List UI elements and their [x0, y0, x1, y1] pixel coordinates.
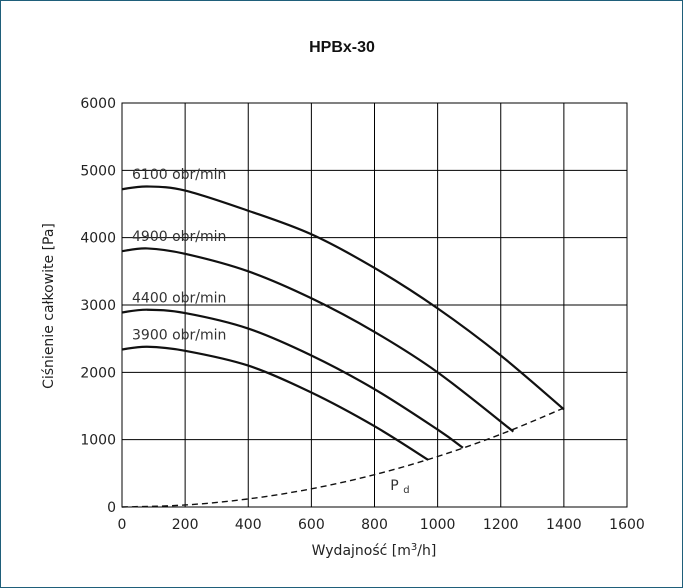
- y-tick-label: 2000: [80, 365, 116, 381]
- rpm-curve-label: 4400 obr/min: [132, 290, 226, 306]
- x-tick-label: 200: [172, 517, 199, 533]
- x-tick-label: 1200: [483, 517, 519, 533]
- x-tick-label: 800: [361, 517, 388, 533]
- x-tick-label: 0: [118, 517, 127, 533]
- curves: [121, 185, 565, 461]
- y-tick-label: 3000: [80, 298, 116, 314]
- y-tick-label: 4000: [80, 231, 116, 247]
- rpm-curve-label: 3900 obr/min: [132, 327, 226, 343]
- rpm-curve: [121, 185, 565, 411]
- plot-border: [121, 102, 628, 508]
- x-axis-label: Wydajność [m3/h]: [312, 542, 437, 560]
- y-tick-labels: 0 1000 2000 3000 4000 5000 6000: [80, 96, 116, 516]
- y-tick-label: 5000: [80, 163, 116, 179]
- y-tick-label: 1000: [80, 433, 116, 449]
- x-tick-label: 1400: [546, 517, 582, 533]
- y-axis-label: Ciśnienie całkowite [Pa]: [41, 223, 57, 389]
- x-tick-label: 1000: [420, 517, 456, 533]
- rpm-curve: [121, 308, 464, 449]
- rpm-curve-label: 4900 obr/min: [132, 229, 226, 245]
- x-tick-labels: 0 200 400 600 800 1000 1200 1400 1600: [118, 517, 645, 533]
- y-tick-label: 0: [107, 500, 116, 516]
- curve-labels: 6100 obr/min 4900 obr/min 4400 obr/min 3900…: [132, 167, 226, 343]
- rpm-curve: [121, 345, 429, 461]
- dynamic-pressure-label-main: P: [390, 478, 398, 494]
- dynamic-pressure-curve: [121, 407, 565, 508]
- rpm-curve: [121, 247, 515, 433]
- dynamic-pressure-label-sub: d: [403, 485, 409, 496]
- rpm-curve-label: 6100 obr/min: [132, 167, 226, 183]
- x-tick-label: 400: [235, 517, 262, 533]
- y-tick-label: 6000: [80, 96, 116, 112]
- dynamic-pressure-label: P d: [390, 478, 409, 496]
- x-tick-label: 1600: [609, 517, 645, 533]
- chart-title: HPBx-30: [309, 39, 375, 56]
- x-tick-label: 600: [298, 517, 325, 533]
